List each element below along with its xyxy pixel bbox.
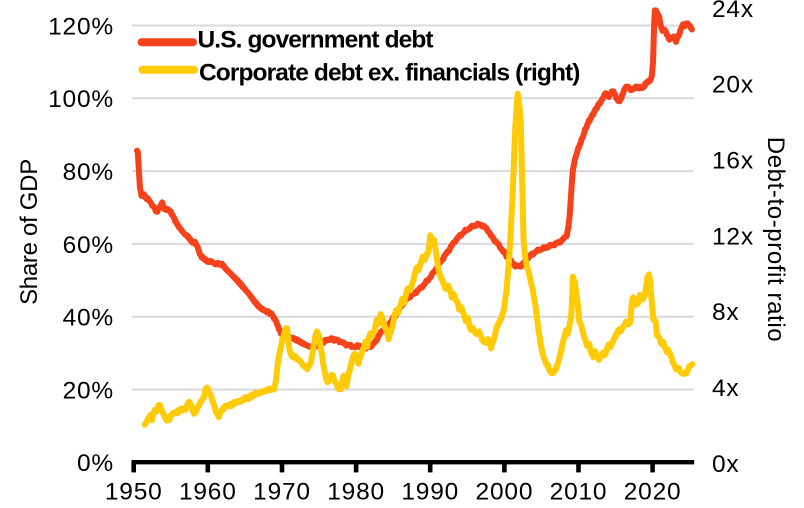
svg-text:1960: 1960 [179, 478, 237, 505]
svg-text:100%: 100% [48, 86, 114, 113]
svg-text:2010: 2010 [550, 478, 608, 505]
svg-text:2000: 2000 [476, 478, 534, 505]
svg-text:0x: 0x [712, 451, 739, 478]
svg-text:80%: 80% [63, 159, 114, 186]
svg-text:U.S. government debt: U.S. government debt [198, 26, 434, 53]
svg-text:4x: 4x [712, 375, 739, 402]
svg-text:120%: 120% [48, 13, 114, 40]
svg-text:Corporate debt ex. financials: Corporate debt ex. financials (right) [199, 60, 580, 87]
svg-text:Share of GDP: Share of GDP [16, 159, 43, 305]
svg-text:2020: 2020 [624, 478, 682, 505]
svg-text:0%: 0% [77, 450, 114, 477]
svg-text:1970: 1970 [253, 478, 311, 505]
svg-text:24x: 24x [712, 0, 754, 23]
svg-text:40%: 40% [63, 305, 114, 332]
svg-text:8x: 8x [712, 299, 739, 326]
svg-text:1990: 1990 [401, 478, 459, 505]
svg-text:12x: 12x [712, 223, 754, 250]
svg-text:60%: 60% [63, 232, 114, 259]
svg-text:1980: 1980 [327, 478, 385, 505]
svg-text:16x: 16x [712, 148, 754, 175]
svg-text:20x: 20x [712, 72, 754, 99]
svg-text:Debt-to-profit ratio: Debt-to-profit ratio [762, 137, 789, 342]
svg-text:20%: 20% [63, 377, 114, 404]
svg-text:1950: 1950 [105, 478, 163, 505]
